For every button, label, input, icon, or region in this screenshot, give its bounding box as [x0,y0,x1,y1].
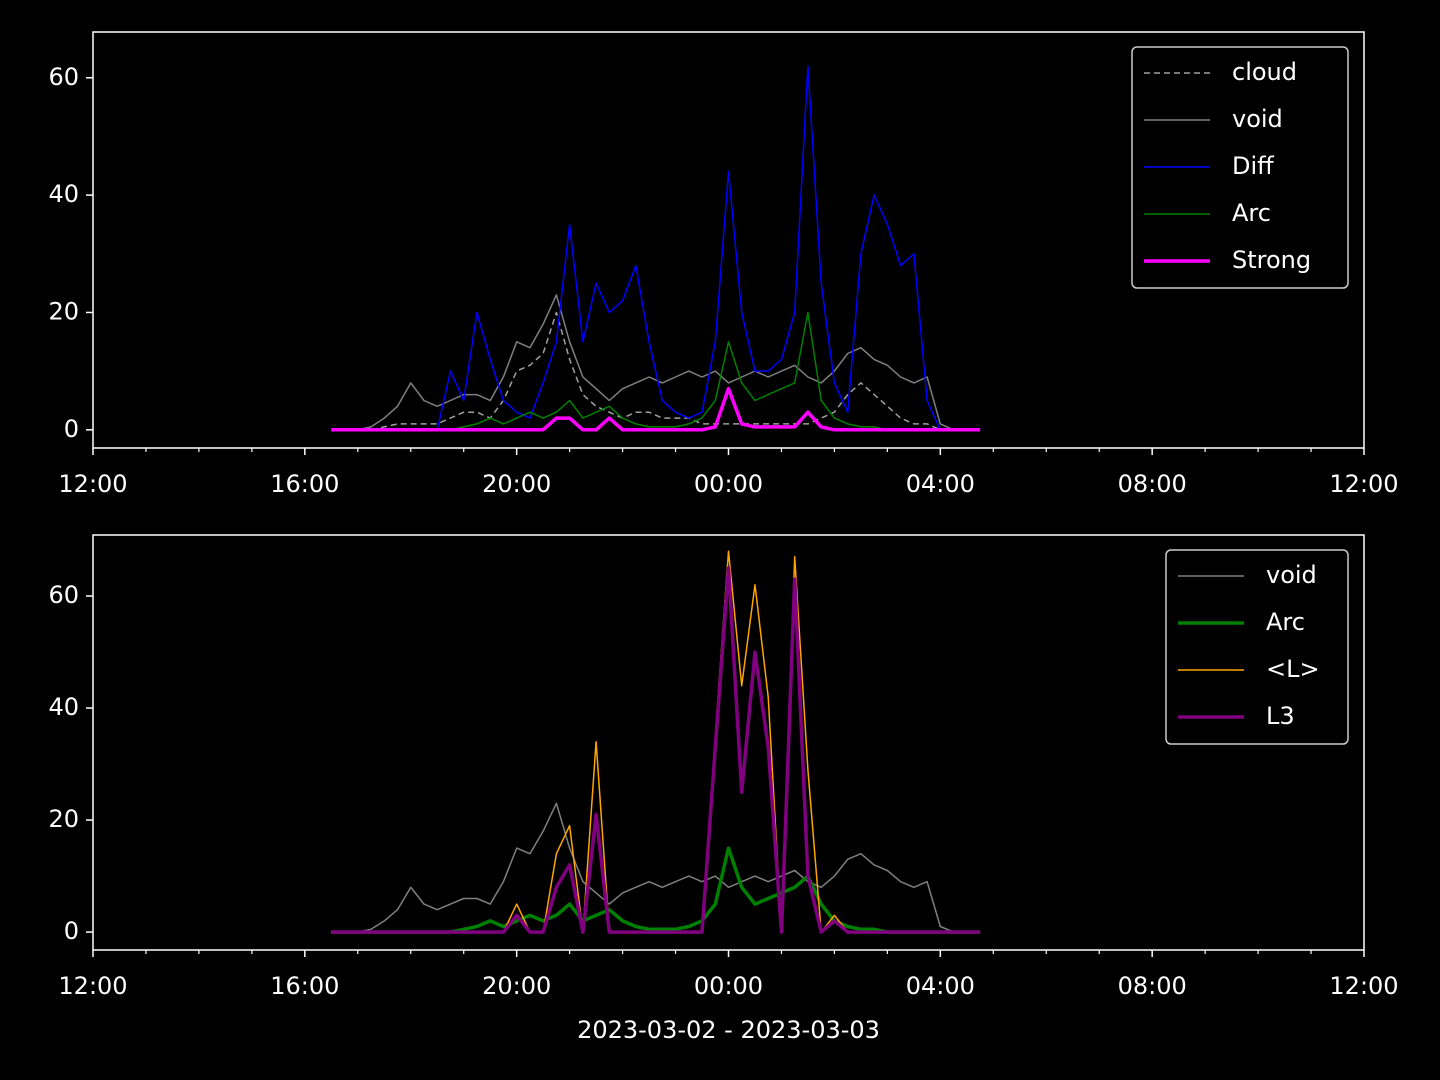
x-tick-label: 04:00 [906,972,975,1000]
y-tick-label: 60 [48,581,79,609]
y-tick-label: 0 [64,415,79,443]
x-axis-label: 2023-03-02 - 2023-03-03 [577,1016,880,1044]
legend-label: Arc [1232,199,1271,227]
x-tick-label: 16:00 [270,972,339,1000]
x-tick-label: 08:00 [1118,470,1187,498]
series-line [331,386,981,432]
legend-label: Diff [1232,152,1274,180]
x-tick-label: 12:00 [1329,470,1398,498]
x-tick-label: 20:00 [482,972,551,1000]
x-tick-label: 12:00 [1329,972,1398,1000]
legend-box [1165,549,1349,745]
series-line [331,566,981,934]
legend-label: Strong [1232,246,1311,274]
legend-label: L3 [1266,702,1295,730]
legend-label: Arc [1266,608,1305,636]
legend-label: cloud [1232,58,1297,86]
y-tick-label: 40 [48,693,79,721]
series-line [331,294,981,431]
legend-box [1131,46,1349,289]
x-tick-label: 20:00 [482,470,551,498]
series-line [331,311,981,431]
y-tick-label: 0 [64,917,79,945]
series-line [331,802,981,933]
legend-label: void [1232,105,1283,133]
series-line [331,65,981,431]
x-tick-label: 12:00 [58,470,127,498]
x-tick-label: 16:00 [270,470,339,498]
x-tick-label: 00:00 [694,972,763,1000]
x-tick-label: 04:00 [906,470,975,498]
y-tick-label: 20 [48,297,79,325]
x-tick-label: 00:00 [694,470,763,498]
legend-label: <L> [1266,655,1320,683]
x-tick-label: 12:00 [58,972,127,1000]
y-tick-label: 40 [48,180,79,208]
x-tick-label: 08:00 [1118,972,1187,1000]
legend-label: void [1266,561,1317,589]
y-tick-label: 60 [48,63,79,91]
y-tick-label: 20 [48,805,79,833]
